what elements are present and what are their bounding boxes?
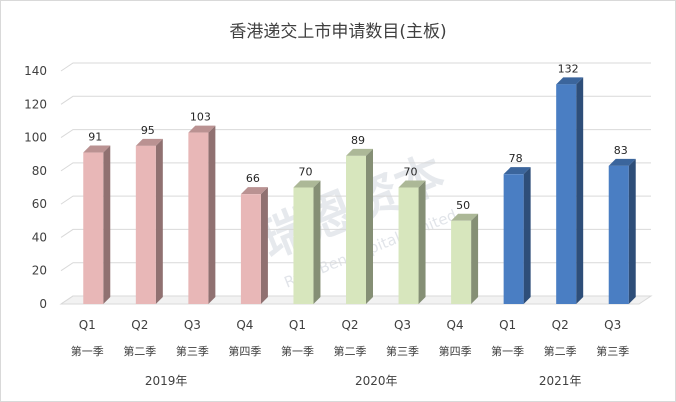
y-axis: 0 20 40 60 80 100 120 140 bbox=[24, 64, 47, 311]
bar: 95 bbox=[135, 124, 163, 304]
bar-top bbox=[451, 213, 479, 221]
bar-top bbox=[135, 138, 163, 146]
x-season-label: 第一季 bbox=[71, 344, 104, 358]
bar-top bbox=[346, 148, 373, 156]
bar-front bbox=[398, 187, 419, 304]
data-label: 70 bbox=[404, 166, 418, 179]
gridline bbox=[60, 129, 651, 138]
bar-front bbox=[556, 84, 577, 304]
bar-top bbox=[293, 180, 321, 188]
gridline bbox=[60, 162, 651, 172]
bar-front bbox=[503, 174, 524, 304]
bar-front bbox=[293, 187, 314, 304]
gridline bbox=[60, 95, 651, 105]
bar: 66 bbox=[240, 172, 268, 304]
bar-front bbox=[135, 145, 156, 304]
data-label: 132 bbox=[558, 62, 579, 75]
bar-side bbox=[523, 167, 531, 304]
y-tick-label: 80 bbox=[32, 164, 47, 178]
bar: 50 bbox=[451, 199, 479, 304]
gridline bbox=[60, 62, 651, 72]
bar: 70 bbox=[398, 166, 426, 304]
x-season-label: 第四季 bbox=[439, 344, 472, 358]
x-quarter-label: Q1 bbox=[289, 318, 306, 332]
bar: 78 bbox=[503, 152, 531, 304]
x-season-label: 第一季 bbox=[491, 344, 524, 358]
bar: 132 bbox=[556, 62, 584, 304]
x-axis: Q1 第一季 Q2 第二季 Q3 第三季 Q4 第四季 Q1 第一季 Q2 第二季 Q3 第三季 Q4 第四季… bbox=[71, 318, 629, 388]
x-season-label: 第三季 bbox=[176, 344, 209, 358]
bar: 70 bbox=[293, 166, 321, 304]
bar-side bbox=[576, 77, 584, 304]
x-year-label: 2019年 bbox=[145, 374, 188, 388]
bar-top bbox=[240, 187, 268, 195]
bar: 89 bbox=[346, 134, 373, 304]
bars: 91 95 103 66 70 89 70 50 78 132 83 bbox=[83, 62, 636, 304]
x-quarter-label: Q4 bbox=[447, 318, 464, 332]
bar-side bbox=[313, 180, 321, 304]
data-label: 91 bbox=[88, 131, 102, 144]
x-season-label: 第四季 bbox=[228, 344, 261, 358]
bar-front bbox=[188, 132, 209, 304]
y-tick-label: 20 bbox=[32, 264, 47, 278]
x-quarter-label: Q1 bbox=[79, 318, 96, 332]
bar-side bbox=[471, 213, 479, 304]
x-quarter-label: Q3 bbox=[604, 318, 621, 332]
y-tick-label: 0 bbox=[39, 297, 47, 311]
bar-front bbox=[240, 194, 261, 304]
x-quarter-label: Q2 bbox=[552, 318, 569, 332]
x-quarter-label: Q4 bbox=[236, 318, 253, 332]
data-label: 50 bbox=[456, 199, 470, 212]
data-label: 78 bbox=[509, 152, 523, 165]
data-label: 70 bbox=[298, 166, 312, 179]
x-year-label: 2021年 bbox=[539, 374, 582, 388]
x-season-label: 第一季 bbox=[281, 344, 314, 358]
y-tick-label: 140 bbox=[24, 64, 47, 78]
y-tick-label: 60 bbox=[32, 197, 47, 211]
x-quarter-label: Q3 bbox=[184, 318, 201, 332]
y-tick-label: 120 bbox=[24, 97, 47, 111]
bar-top bbox=[83, 145, 111, 153]
x-season-label: 第三季 bbox=[596, 344, 629, 358]
bar-side bbox=[208, 125, 216, 304]
bar-front bbox=[83, 152, 104, 304]
bar-side bbox=[103, 145, 111, 304]
data-label: 83 bbox=[614, 144, 628, 157]
x-season-label: 第二季 bbox=[334, 344, 367, 358]
bar-top bbox=[608, 158, 636, 166]
data-label: 89 bbox=[351, 134, 365, 147]
x-quarter-label: Q2 bbox=[341, 318, 358, 332]
x-quarter-label: Q3 bbox=[394, 318, 411, 332]
bar-side bbox=[418, 180, 426, 304]
x-season-label: 第二季 bbox=[123, 344, 156, 358]
bar: 91 bbox=[83, 131, 111, 304]
x-quarter-label: Q2 bbox=[131, 318, 148, 332]
data-label: 103 bbox=[190, 111, 211, 124]
bar-top bbox=[503, 167, 531, 175]
bar: 83 bbox=[608, 144, 636, 304]
y-tick-label: 100 bbox=[24, 131, 47, 145]
y-tick-label: 40 bbox=[32, 230, 47, 244]
x-season-label: 第三季 bbox=[386, 344, 419, 358]
gridline bbox=[60, 195, 651, 205]
bar-top bbox=[556, 77, 584, 85]
bar: 103 bbox=[188, 111, 216, 304]
bar-side bbox=[628, 158, 636, 304]
bar-side bbox=[155, 138, 163, 304]
bar-side bbox=[366, 148, 373, 304]
x-year-label: 2020年 bbox=[355, 374, 398, 388]
bar-top bbox=[398, 180, 426, 188]
data-label: 95 bbox=[141, 124, 155, 137]
chart-title: 香港递交上市申请数目(主板) bbox=[229, 22, 446, 42]
data-label: 66 bbox=[246, 172, 260, 185]
bar-front bbox=[608, 165, 629, 304]
bar-front bbox=[346, 155, 366, 304]
bar-front bbox=[451, 220, 472, 304]
bar-side bbox=[260, 187, 268, 304]
bar-top bbox=[188, 125, 216, 133]
x-season-label: 第二季 bbox=[544, 344, 577, 358]
x-quarter-label: Q1 bbox=[499, 318, 516, 332]
